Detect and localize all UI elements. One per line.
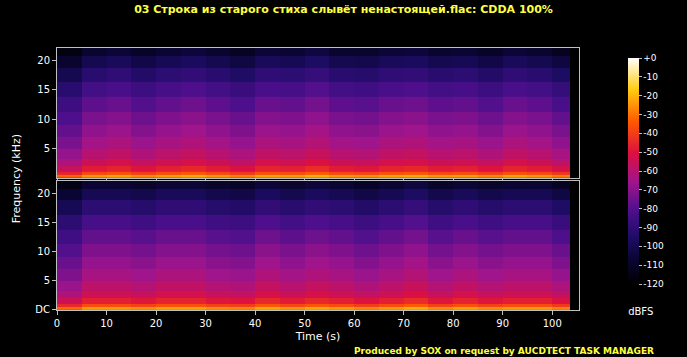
svg-text:Frequency (kHz): Frequency (kHz): [10, 134, 23, 223]
svg-text:-60: -60: [643, 166, 658, 176]
svg-text:Time (s): Time (s): [295, 330, 341, 343]
svg-text:20: 20: [150, 318, 163, 329]
svg-text:-120: -120: [643, 279, 664, 289]
svg-text:80: 80: [447, 318, 460, 329]
svg-text:-100: -100: [643, 241, 664, 251]
svg-text:-80: -80: [643, 204, 658, 214]
svg-text:10: 10: [37, 114, 50, 125]
svg-text:20: 20: [37, 188, 50, 199]
svg-text:15: 15: [37, 217, 50, 228]
svg-text:03 Строка из старого стиха слы: 03 Строка из старого стиха слывёт ненаст…: [134, 3, 553, 16]
svg-text:10: 10: [100, 318, 113, 329]
svg-text:-10: -10: [643, 72, 658, 82]
svg-text:20: 20: [37, 55, 50, 66]
svg-text:50: 50: [298, 318, 311, 329]
svg-text:-70: -70: [643, 185, 658, 195]
svg-text:Produced by SOX on request by: Produced by SOX on request by AUCDTECT T…: [354, 346, 654, 356]
svg-text:70: 70: [397, 318, 410, 329]
svg-text:5: 5: [44, 143, 50, 154]
svg-text:-30: -30: [643, 110, 658, 120]
svg-text:+0: +0: [643, 53, 657, 63]
svg-text:60: 60: [348, 318, 361, 329]
svg-text:5: 5: [44, 275, 50, 286]
svg-text:-50: -50: [643, 147, 658, 157]
svg-text:40: 40: [249, 318, 262, 329]
svg-text:dBFS: dBFS: [628, 306, 653, 317]
svg-text:15: 15: [37, 84, 50, 95]
svg-text:90: 90: [496, 318, 509, 329]
svg-text:100: 100: [543, 318, 562, 329]
svg-text:-40: -40: [643, 128, 658, 138]
svg-text:0: 0: [54, 318, 60, 329]
svg-text:-20: -20: [643, 91, 658, 101]
svg-text:-90: -90: [643, 223, 658, 233]
svg-text:-110: -110: [643, 260, 664, 270]
svg-text:10: 10: [37, 246, 50, 257]
svg-text:30: 30: [199, 318, 212, 329]
svg-text:DC: DC: [35, 304, 50, 315]
